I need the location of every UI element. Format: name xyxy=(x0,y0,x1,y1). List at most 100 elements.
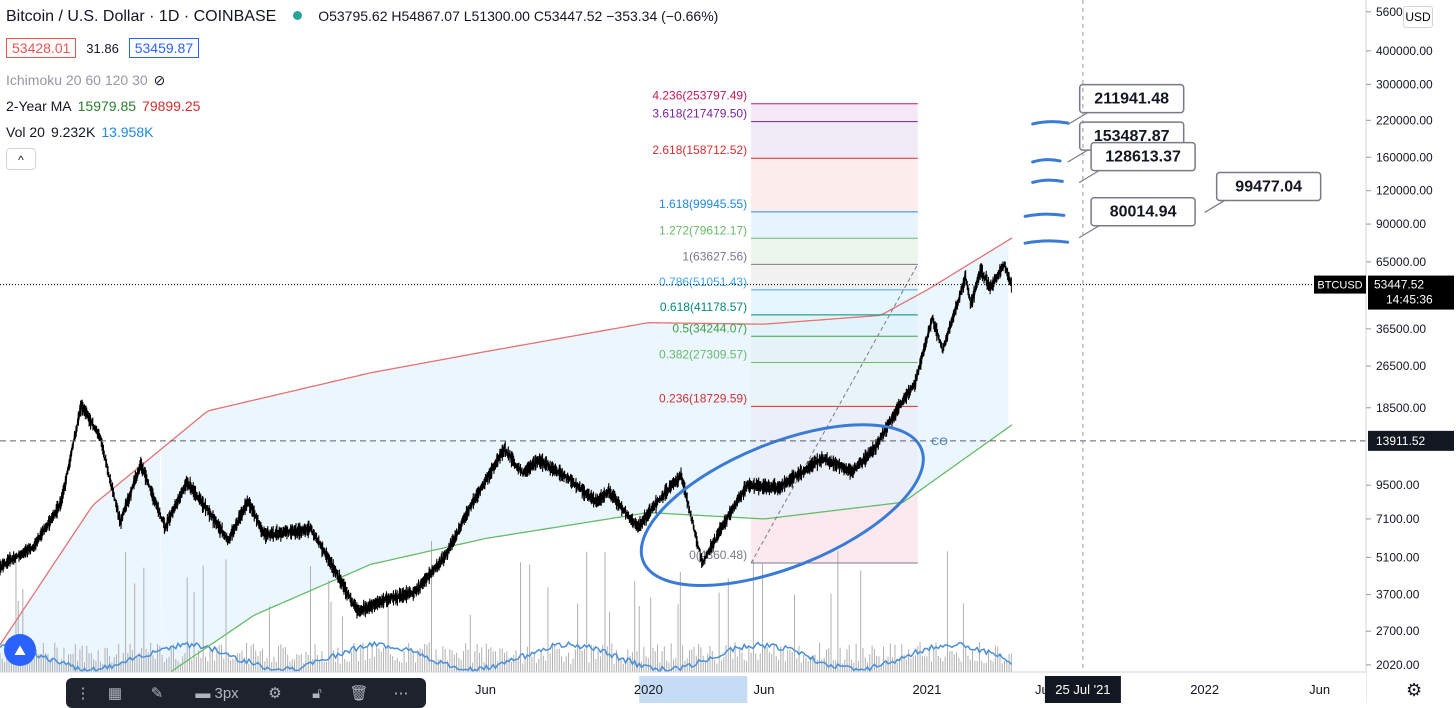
line-width-button[interactable]: ▬ 3px xyxy=(188,683,246,705)
ma-band-fill xyxy=(0,240,1009,679)
symbol-title: Bitcoin / U.S. Dollar · 1D · COINBASE xyxy=(6,8,277,25)
fib-zone xyxy=(751,121,918,159)
price-tick-label: 18500.00 xyxy=(1376,401,1426,415)
price-tick-label: 400000.00 xyxy=(1376,44,1433,58)
fib-level-label: 0.618(41178.57) xyxy=(660,300,747,314)
fib-level-label: 3.618(217479.50) xyxy=(652,107,747,121)
line-width-label: 3px xyxy=(214,685,239,702)
crosshair-date-label: 25 Jul '21 xyxy=(1055,682,1110,697)
price-line xyxy=(0,261,1012,619)
fib-zone xyxy=(751,211,918,239)
indicator-legend-row[interactable]: 2-Year MA 15979.85 79899.25 xyxy=(6,98,206,114)
callout-box xyxy=(1215,171,1322,202)
symbol-tag-label: BTCUSD xyxy=(1317,280,1362,292)
price-tick-label: 160000.00 xyxy=(1376,150,1433,164)
fib-level-label: 2.618(158712.52) xyxy=(652,143,747,157)
callout-pointer xyxy=(1078,170,1100,184)
callout-label: 211941.48 xyxy=(1094,91,1169,108)
callout-pointer xyxy=(1067,149,1088,163)
indicator-legend-row[interactable]: Vol 20 9.232K 13.958K xyxy=(6,124,159,140)
callout-label: 80014.94 xyxy=(1110,204,1177,221)
ma-lines xyxy=(0,237,1013,679)
volume-ma-line xyxy=(0,640,1012,674)
target-stroke xyxy=(1031,120,1070,126)
ohlc-values: O53795.62 H54867.07 L51300.00 C53447.52 … xyxy=(318,8,719,24)
line-width-icon: ▬ xyxy=(195,685,211,702)
callout-box xyxy=(1090,196,1196,227)
price-tick-label: 90000.00 xyxy=(1376,217,1426,231)
ma-band xyxy=(161,240,1009,679)
last-price-tag-bg xyxy=(1368,275,1454,310)
fib-levels: 4.236(253797.49) 3.618(217479.50) 2.618(15… xyxy=(652,89,919,564)
indicator-name: 2-Year MA xyxy=(6,98,72,114)
settings-icon[interactable]: ⚙ xyxy=(268,685,282,702)
callout-pointer xyxy=(1067,112,1088,126)
callout-box xyxy=(1078,83,1185,114)
price-tick-label: 2700.00 xyxy=(1376,624,1420,638)
co-marker-label: CO xyxy=(931,436,948,448)
drag-handle-icon[interactable]: ⋮ xyxy=(75,685,91,702)
pencil-icon[interactable]: ✎ xyxy=(150,685,164,702)
indicator-name: Ichimoku 20 60 120 30 xyxy=(6,72,148,88)
fib-level-label: 0.786(51051.43) xyxy=(659,275,747,289)
last-price-label: 53447.52 xyxy=(1374,278,1424,292)
symbol-header: Bitcoin / U.S. Dollar · 1D · COINBASE O5… xyxy=(6,8,724,26)
callout-pointer xyxy=(1204,199,1225,213)
time-tick-label: 2022 xyxy=(1190,682,1219,697)
more-icon[interactable]: ⋯ xyxy=(393,685,409,702)
bid-ask-row: 53428.01 31.86 53459.87 xyxy=(6,38,205,58)
time-tick-label: 2021 xyxy=(912,682,941,697)
indicator-value: 79899.25 xyxy=(142,98,201,114)
price-tick-label: 220000.00 xyxy=(1376,113,1433,127)
fib-level-label: 1.618(99945.55) xyxy=(659,197,747,211)
indicator-name: Vol 20 xyxy=(6,124,45,140)
price-tick-label: 5100.00 xyxy=(1376,550,1420,564)
hidden-eye-icon[interactable]: ⊘ xyxy=(153,72,166,88)
currency-button[interactable]: USD xyxy=(1403,6,1433,28)
callout-label: 128613.37 xyxy=(1105,149,1181,166)
tradingview-logo-icon[interactable]: ⛰ xyxy=(4,634,36,666)
price-tick-label: 2020.00 xyxy=(1376,658,1420,672)
time-tick-label: Jun xyxy=(1309,682,1330,697)
annotations: CO 211941.48 153487.87 128613.37 99477.04 800… xyxy=(639,83,1322,587)
price-tick-label: 3700.00 xyxy=(1376,588,1420,602)
callout-label: 99477.04 xyxy=(1235,178,1302,195)
indicator-value: 13.958K xyxy=(101,124,154,140)
ma-lower-line xyxy=(160,424,1013,679)
volume-bars xyxy=(0,541,1012,674)
time-tick-label: Jun xyxy=(754,682,775,697)
time-tick-label: 2020 xyxy=(634,682,663,697)
accumulation-ellipse-annotation xyxy=(639,423,925,587)
crosshair xyxy=(0,0,1366,672)
crosshair-price-label: 13911.52 xyxy=(1376,434,1425,448)
fib-level-label: 1.272(79612.17) xyxy=(659,223,747,237)
bid-price[interactable]: 53428.01 xyxy=(6,38,77,58)
price-tick-label: 300000.00 xyxy=(1376,77,1433,91)
collapse-legend-button[interactable]: ^ xyxy=(6,148,36,170)
grid-icon[interactable]: ▦ xyxy=(107,685,123,702)
trash-icon[interactable]: 🗑︎ xyxy=(349,685,369,702)
symbol-tag-bg xyxy=(1314,275,1366,294)
gear-icon[interactable]: ⚙ xyxy=(1406,680,1423,700)
indicator-legend-row[interactable]: Ichimoku 20 60 120 30 ⊘ xyxy=(6,72,171,89)
fib-zone xyxy=(751,264,918,290)
market-status-dot xyxy=(292,11,302,20)
price-series xyxy=(0,261,1012,619)
target-stroke xyxy=(1023,239,1070,245)
fib-level-label: 4.236(253797.49) xyxy=(652,89,747,103)
price-tick-label: 7100.00 xyxy=(1376,512,1420,526)
ma-upper-line xyxy=(0,237,1013,646)
ask-price[interactable]: 53459.87 xyxy=(128,38,200,58)
spread-value: 31.86 xyxy=(86,41,119,56)
crosshair-date-tag-bg xyxy=(1044,676,1121,703)
fib-level-label: 0.5(34244.07) xyxy=(672,321,747,335)
price-tick-label: 120000.00 xyxy=(1376,184,1433,198)
fib-level-label: 0.382(27309.57) xyxy=(659,348,747,362)
drawing-toolbar: ⋮ ▦ ✎ ▬ 3px ⚙ 🔓︎ 🗑︎ ⋯ xyxy=(66,678,426,708)
lock-icon[interactable]: 🔓︎ xyxy=(312,685,322,702)
price-axis-bg xyxy=(1366,0,1456,703)
ma-band-left xyxy=(0,450,162,679)
time-range-highlight xyxy=(639,676,748,703)
fib-zone xyxy=(751,238,918,265)
